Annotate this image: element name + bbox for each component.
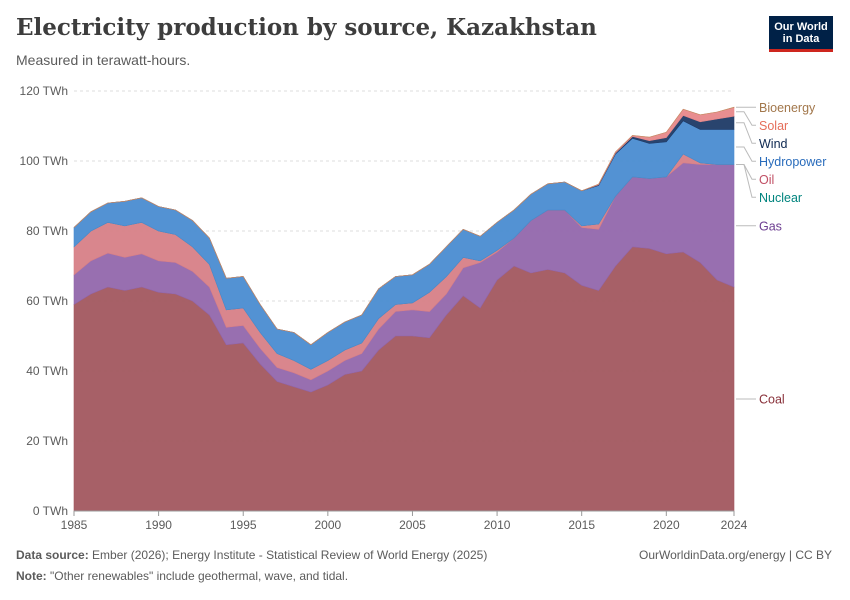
legend-connector-wind xyxy=(736,122,756,144)
logo-line-2: in Data xyxy=(782,33,820,45)
y-tick-label: 100 TWh xyxy=(20,154,68,168)
x-tick-label: 2020 xyxy=(653,518,680,532)
legend-label-coal[interactable]: Coal xyxy=(759,393,785,407)
x-tick-label: 1995 xyxy=(230,518,257,532)
x-tick-label: 2010 xyxy=(484,518,511,532)
credit-link[interactable]: OurWorldinData.org/energy | CC BY xyxy=(639,548,832,562)
y-tick-label: 0 TWh xyxy=(33,504,68,518)
chart-subtitle: Measured in terawatt-hours. xyxy=(16,52,191,68)
x-tick-label: 1985 xyxy=(61,518,88,532)
legend-label-solar[interactable]: Solar xyxy=(759,119,788,133)
y-tick-label: 20 TWh xyxy=(26,434,68,448)
legend-label-nuclear[interactable]: Nuclear xyxy=(759,191,802,205)
legend-label-oil[interactable]: Oil xyxy=(759,173,774,187)
x-tick-label: 1990 xyxy=(145,518,172,532)
legend-label-bioenergy[interactable]: Bioenergy xyxy=(759,101,816,115)
y-tick-label: 40 TWh xyxy=(26,364,68,378)
area-bioenergy[interactable] xyxy=(73,106,735,346)
x-tick-label: 2024 xyxy=(721,518,748,532)
axes: 0 TWh 20 TWh 40 TWh 60 TWh 80 TWh 100 TWh 120 … xyxy=(20,84,748,532)
chart-title: Electricity production by source, Kazakh… xyxy=(16,14,597,41)
chart-note: Note: "Other renewables" include geother… xyxy=(16,569,348,583)
stacked-area-chart: 0 TWh 20 TWh 40 TWh 60 TWh 80 TWh 100 TWh 120 … xyxy=(20,84,827,532)
legend-connector-hydropower xyxy=(736,146,756,162)
data-source: Data source: Ember (2026); Energy Instit… xyxy=(16,548,487,562)
area-series xyxy=(73,106,735,512)
owid-logo[interactable]: Our World in Data xyxy=(769,16,833,52)
data-source-text[interactable]: Ember (2026); Energy Institute - Statist… xyxy=(92,548,488,562)
legend-label-hydropower[interactable]: Hydropower xyxy=(759,155,826,169)
data-source-label: Data source: xyxy=(16,548,89,562)
note-label: Note: xyxy=(16,569,47,583)
legend-connector-nuclear xyxy=(736,164,756,198)
y-tick-label: 60 TWh xyxy=(26,294,68,308)
x-tick-label: 2005 xyxy=(399,518,426,532)
x-tick-label: 2000 xyxy=(314,518,341,532)
y-tick-label: 120 TWh xyxy=(20,84,68,98)
legend-connector-solar xyxy=(736,111,756,126)
legend-label-gas[interactable]: Gas xyxy=(759,219,782,233)
x-tick-label: 2015 xyxy=(568,518,595,532)
note-text: "Other renewables" include geothermal, w… xyxy=(50,569,349,583)
logo-line-1: Our World xyxy=(774,21,828,33)
y-tick-label: 80 TWh xyxy=(26,224,68,238)
legend-label-wind[interactable]: Wind xyxy=(759,137,788,151)
legend: Bioenergy Solar Wind Hydropower Oil Nuclear Ga… xyxy=(736,101,826,407)
